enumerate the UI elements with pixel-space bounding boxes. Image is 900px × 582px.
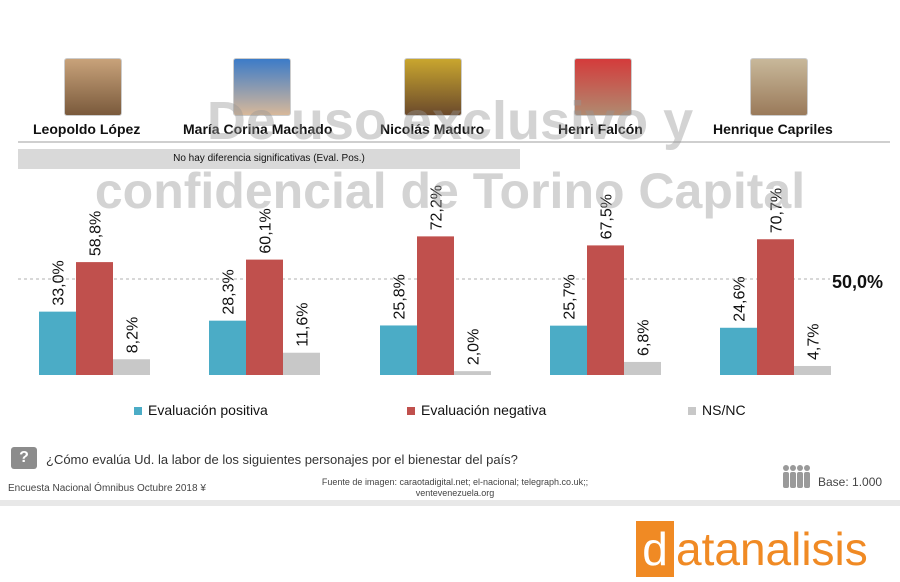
bar-value-label: 25,7% <box>562 274 579 319</box>
bar <box>380 325 417 375</box>
logo-d: d <box>636 521 674 577</box>
photo-henri-falcon <box>574 58 632 116</box>
bar <box>417 236 454 375</box>
photo-nicolas-maduro <box>404 58 462 116</box>
bar-value-label: 72,2% <box>429 185 446 230</box>
legend-label: Evaluación negativa <box>421 402 547 418</box>
person-name: Leopoldo López <box>33 121 141 137</box>
bar-value-label: 60,1% <box>258 208 275 253</box>
legend-swatch <box>407 407 415 416</box>
legend-item-positive: Evaluación positiva <box>134 402 268 418</box>
bar <box>39 311 76 375</box>
survey-name: Encuesta Nacional Ómnibus Octubre 2018 ¥ <box>8 483 206 494</box>
header-divider <box>18 141 890 143</box>
bar-value-label: 2,0% <box>466 329 483 365</box>
image-source-line-2: ventevenezuela.org <box>415 488 495 498</box>
bar <box>720 327 757 375</box>
person-name: Henrique Capriles <box>713 121 833 137</box>
survey-question: ¿Cómo evalúa Ud. la labor de los siguien… <box>46 452 518 467</box>
datanalisis-logo: d atanalisis <box>636 521 868 577</box>
bar-value-label: 24,6% <box>732 276 749 321</box>
legend-label: Evaluación positiva <box>148 402 268 418</box>
photo-maria-corina-machado <box>233 58 291 116</box>
sample-base: Base: 1.000 <box>818 475 883 489</box>
reference-line-label: 50,0% <box>832 272 884 292</box>
bar-value-label: 28,3% <box>221 269 238 314</box>
person-name: Henri Falcón <box>558 121 643 137</box>
bar-value-label: 70,7% <box>769 188 786 233</box>
bar <box>757 239 794 375</box>
legend-label: NS/NC <box>702 402 746 418</box>
bar-value-label: 8,2% <box>125 317 142 353</box>
legend-item-nsnc: NS/NC <box>688 402 746 418</box>
person-name: Nicolás Maduro <box>380 121 485 137</box>
bar-value-label: 11,6% <box>295 303 312 347</box>
image-source-line-1: Fuente de imagen: caraotadigital.net; el… <box>321 477 589 487</box>
bar-value-label: 33,0% <box>51 260 68 305</box>
bar <box>76 262 113 375</box>
significance-note: No hay diferencia significativas (Eval. … <box>18 149 520 169</box>
bar <box>113 359 150 375</box>
logo-text: atanalisis <box>676 523 868 575</box>
bar <box>587 245 624 375</box>
bar <box>624 361 661 375</box>
watermark-line-1: De uso exclusivo y <box>206 91 694 151</box>
photo-henrique-capriles <box>750 58 808 116</box>
bar <box>246 259 283 375</box>
footer-band <box>0 500 900 506</box>
bar-value-label: 58,8% <box>88 211 105 256</box>
question-icon: ? <box>11 447 37 469</box>
bar-chart: 33,0% 58,8% 8,2% 28,3% 60,1% 11,6% 25,8% 72,2% 2… <box>18 185 831 375</box>
bar <box>550 325 587 375</box>
image-source: Fuente de imagen: caraotadigital.net; el… <box>300 477 610 499</box>
bar <box>209 320 246 375</box>
people-icon <box>783 465 810 488</box>
bar <box>454 371 491 375</box>
photo-leopoldo-lopez <box>64 58 122 116</box>
watermark-line-2: confidencial de Torino Capital <box>94 163 806 219</box>
person-name: María Corina Machado <box>183 121 333 137</box>
bar-value-label: 25,8% <box>392 274 409 319</box>
bar-value-label: 67,5% <box>599 194 616 239</box>
legend-item-negative: Evaluación negativa <box>407 402 546 418</box>
legend-swatch <box>134 407 142 416</box>
bar-value-label: 6,8% <box>636 319 653 355</box>
bar-value-label: 4,7% <box>806 324 823 360</box>
bar <box>794 365 831 375</box>
bar <box>283 352 320 375</box>
legend-swatch <box>688 407 696 416</box>
